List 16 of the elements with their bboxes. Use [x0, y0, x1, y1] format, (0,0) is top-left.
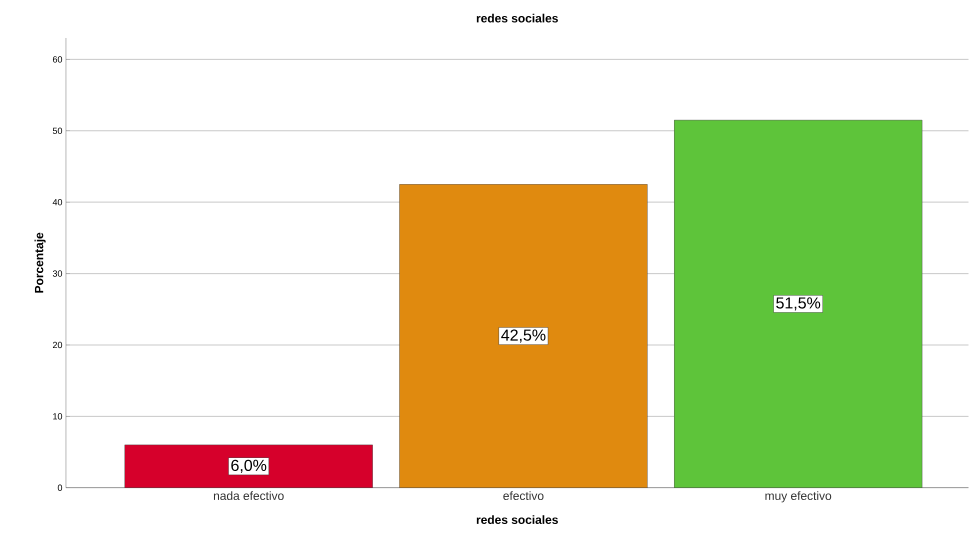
y-tick-label: 30 [52, 270, 62, 277]
x-tick-label: muy efectivo [765, 491, 832, 503]
y-tick-label: 20 [52, 342, 62, 348]
x-tick-label: efectivo [503, 491, 544, 500]
y-tick-label: 40 [52, 199, 62, 206]
y-tick-label: 50 [52, 128, 62, 134]
data-label: 51,5% [776, 298, 820, 311]
chart-title: redes sociales [476, 14, 558, 23]
y-tick-label: 10 [53, 413, 62, 420]
x-tick-label: nada efectivo [214, 491, 284, 500]
y-axis-title: Porcentaje [34, 232, 46, 293]
x-axis-title: redes sociales [476, 515, 558, 524]
data-label: 6,0% [231, 460, 266, 474]
y-tick-label: 60 [52, 56, 62, 63]
data-label: 42,5% [501, 330, 546, 343]
y-tick-label: 0 [58, 484, 62, 492]
